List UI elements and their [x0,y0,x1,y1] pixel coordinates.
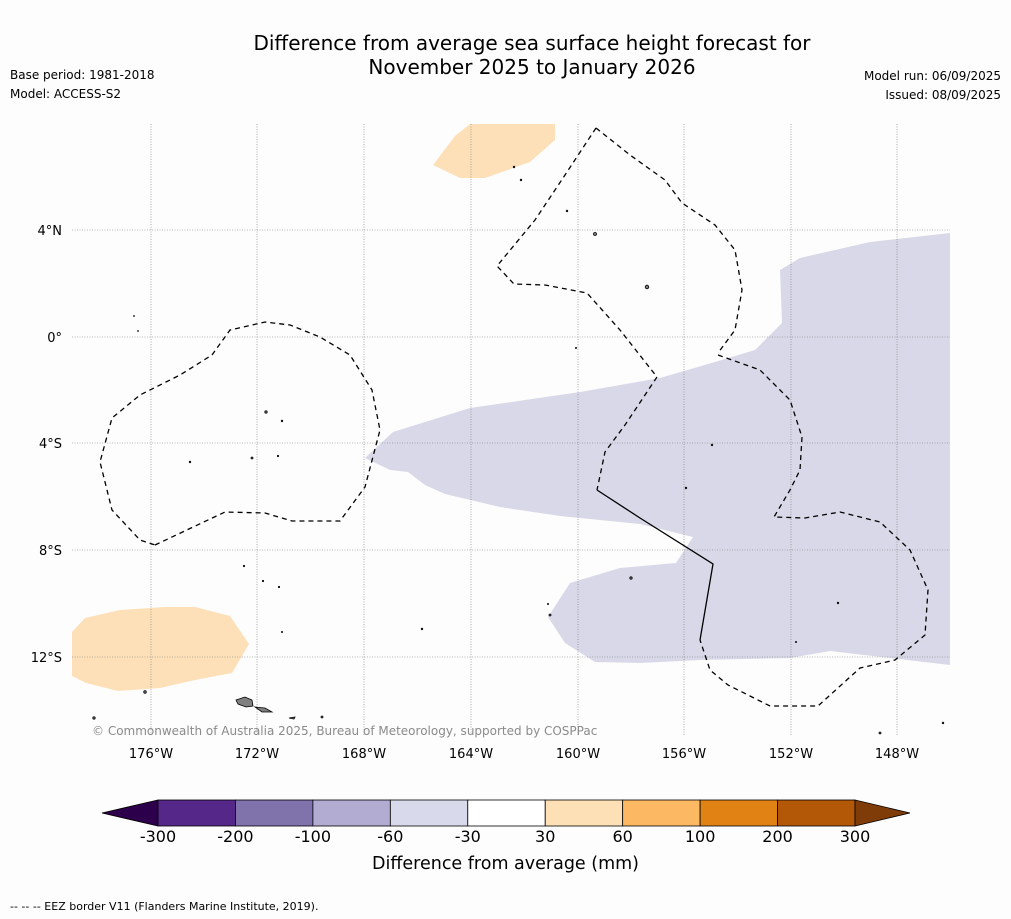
colorbar-tick-label: 30 [535,827,556,846]
lat-label: 4°S [39,437,62,452]
anomaly-region-light-orange-north [433,124,555,178]
lon-label: 164°W [449,747,493,762]
copyright-notice: © Commonwealth of Australia 2025, Bureau… [92,724,598,738]
graticule [72,124,950,736]
lat-label: 0° [47,331,62,346]
info-right: Model run: 06/09/2025 Issued: 08/09/2025 [864,67,1001,105]
lon-label: 152°W [769,747,813,762]
colorbar-extend-high [854,799,911,827]
lat-label: 12°S [31,651,62,666]
lon-label: 148°W [875,747,919,762]
longitude-labels: 176°W 172°W 168°W 164°W 160°W 156°W 152°… [129,747,919,762]
colorbar [101,799,911,827]
lon-label: 156°W [662,747,706,762]
title-line-2: November 2025 to January 2026 [368,55,696,79]
eez-border-solid [596,489,714,641]
colorbar-segment [312,799,391,827]
base-period: Base period: 1981-2018 [10,68,155,82]
colorbar-segment [235,799,314,827]
colorbar-tick-label: -100 [294,827,332,846]
title-line-1: Difference from average sea surface heig… [253,31,811,55]
colorbar-tick-label: 100 [684,827,716,846]
colorbar-segment [389,799,469,827]
eez-borders [99,127,929,707]
island-savaii [235,696,254,708]
anomaly-region-light-purple [365,233,950,665]
islands [92,165,945,735]
island-upolu [253,706,274,713]
lon-label: 172°W [235,747,279,762]
latitude-labels: 4°N 0° 4°S 8°S 12°S [31,224,62,666]
colorbar-tick-label: 300 [839,827,871,846]
colorbar-label: Difference from average (mm) [371,854,640,874]
colorbar-segment [467,799,546,827]
island-tutuila [288,716,296,720]
lon-label: 160°W [556,747,600,762]
eez-border-tokelau [99,321,381,546]
colorbar-segment [157,799,236,827]
colorbar-tick-label: -200 [217,827,254,846]
lon-label: 176°W [129,747,173,762]
lon-label: 168°W [342,747,386,762]
lat-label: 4°N [38,224,63,239]
model-run: Model run: 06/09/2025 [863,69,1001,83]
colorbar-segment [544,799,624,827]
anomaly-region-light-orange-west [72,607,249,691]
colorbar-segment [699,799,778,827]
chart-title: Difference from average sea surface heig… [0,31,1011,79]
colorbar-segment [777,799,856,827]
colorbar-tick-label: -300 [139,827,177,846]
colorbar-tick-label: 200 [762,827,793,846]
info-left: Base period: 1981-2018 Model: ACCESS-S2 [10,66,155,104]
issued-date: Issued: 08/09/2025 [885,88,1001,102]
colorbar-tick-label: 60 [612,827,633,846]
eez-border-line-islands-north [595,127,743,354]
eez-border-phoenix-kiribati [496,127,658,491]
colorbar-segment [622,799,701,827]
colorbar-tick-label: -30 [454,827,481,846]
lat-label: 8°S [39,544,62,559]
colorbar-extend-low [101,799,159,827]
eez-border-line-islands-south [699,354,929,707]
model-name: Model: ACCESS-S2 [10,87,122,101]
colorbar-tick-label: -60 [377,827,404,846]
eez-legend-note: -- -- -- EEZ border V11 (Flanders Marine… [10,900,319,913]
